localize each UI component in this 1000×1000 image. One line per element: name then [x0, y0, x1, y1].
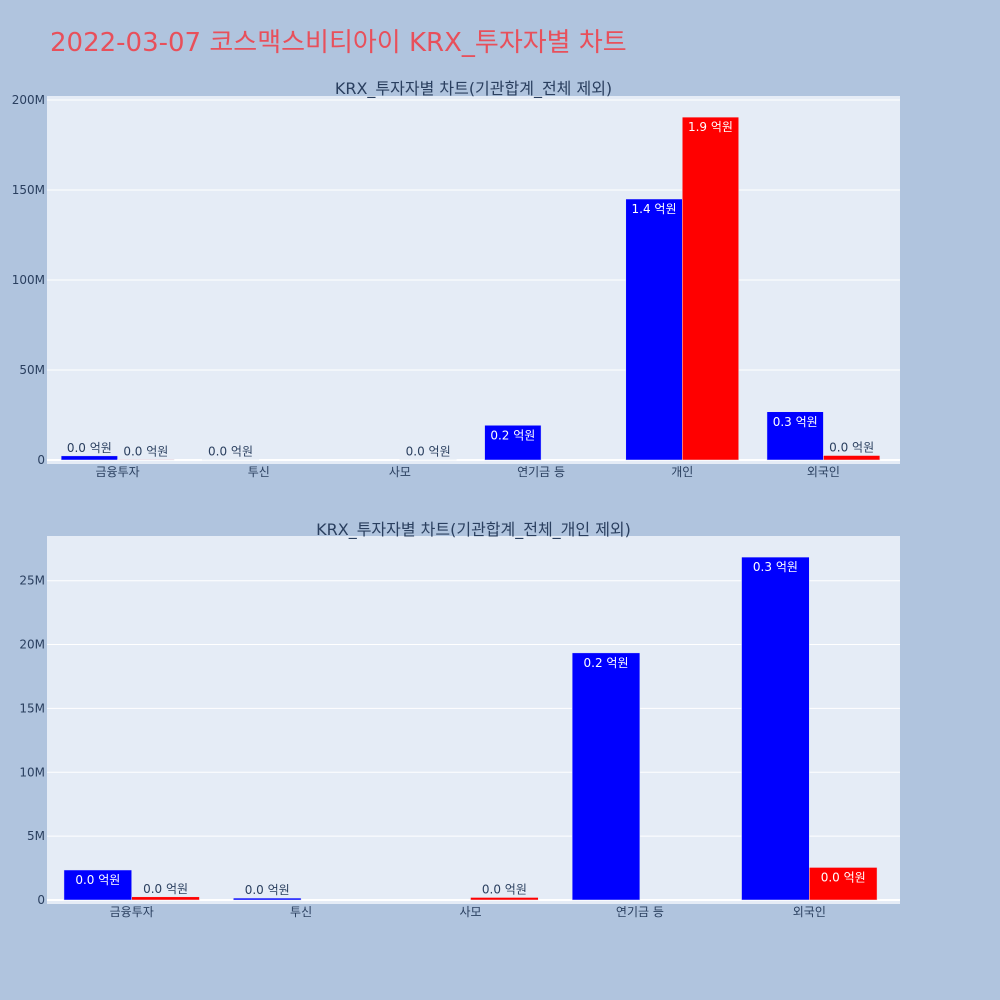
data-label: 0.0 억원 [406, 445, 451, 459]
y-tick-label: 50M [19, 363, 45, 377]
bar [233, 897, 302, 901]
data-label: 0.2 억원 [584, 656, 629, 670]
data-label: 0.0 억원 [75, 873, 120, 887]
page-title: 2022-03-07 코스맥스비티아이 KRX_투자자별 차트 [50, 28, 627, 58]
chart-title: KRX_투자자별 차트(기관합계_전체_개인 제외) [316, 520, 631, 540]
bar [766, 411, 824, 461]
chart-title: KRX_투자자별 차트(기관합계_전체 제외) [335, 79, 612, 99]
y-tick-label: 0 [37, 893, 45, 907]
bar [60, 455, 118, 461]
y-tick-label: 200M [12, 93, 45, 107]
x-tick-label: 투신 [290, 905, 312, 919]
data-label: 0.3 억원 [753, 560, 798, 574]
y-tick-label: 20M [19, 638, 45, 652]
y-tick-label: 100M [12, 273, 45, 287]
x-tick-label: 연기금 등 [517, 465, 565, 479]
data-label: 1.4 억원 [632, 202, 677, 216]
data-label: 0.0 억원 [821, 870, 866, 884]
y-tick-label: 25M [19, 574, 45, 588]
bar [809, 867, 878, 901]
bar [63, 869, 132, 901]
data-label: 0.0 억원 [67, 441, 112, 455]
x-tick-label: 투신 [248, 465, 270, 479]
bar [823, 455, 881, 461]
bar [131, 896, 200, 901]
y-tick-label: 15M [19, 701, 45, 715]
data-label: 0.0 억원 [829, 441, 874, 455]
data-label: 0.0 억원 [245, 883, 290, 897]
bar [625, 198, 683, 461]
bar [682, 116, 739, 461]
data-label: 0.2 억원 [490, 428, 535, 442]
bar [741, 556, 810, 901]
y-tick-label: 150M [12, 183, 45, 197]
chart-1: 0 50M 100M 150M 200M KRX_투자자별 차트(기관합계_전체 제외) 금… [12, 79, 900, 479]
x-tick-label: 연기금 등 [616, 905, 664, 919]
x-tick-label: 사모 [389, 465, 411, 479]
y-tick-label: 5M [27, 829, 45, 843]
x-tick-label: 외국인 [793, 905, 826, 919]
data-label: 0.3 억원 [773, 415, 818, 429]
bar [571, 652, 641, 901]
chart-2: 0 5M 10M 15M 20M 25M KRX_투자자별 차트(기관합계_전체_개인 제외… [19, 520, 900, 919]
data-label: 0.0 억원 [482, 882, 527, 896]
data-label: 0.0 억원 [208, 445, 253, 459]
data-label: 0.0 억원 [143, 882, 188, 896]
bar [484, 425, 542, 461]
y-tick-label: 10M [19, 765, 45, 779]
x-tick-label: 금융투자 [95, 465, 139, 479]
x-tick-label: 사모 [459, 905, 481, 919]
x-tick-label: 금융투자 [110, 905, 154, 919]
bar [470, 897, 539, 901]
x-tick-label: 개인 [671, 465, 693, 479]
data-label: 0.0 억원 [123, 444, 168, 458]
data-label: 1.9 억원 [688, 120, 733, 134]
y-tick-label: 0 [37, 453, 45, 467]
bar [117, 459, 175, 461]
x-tick-label: 외국인 [807, 465, 840, 479]
